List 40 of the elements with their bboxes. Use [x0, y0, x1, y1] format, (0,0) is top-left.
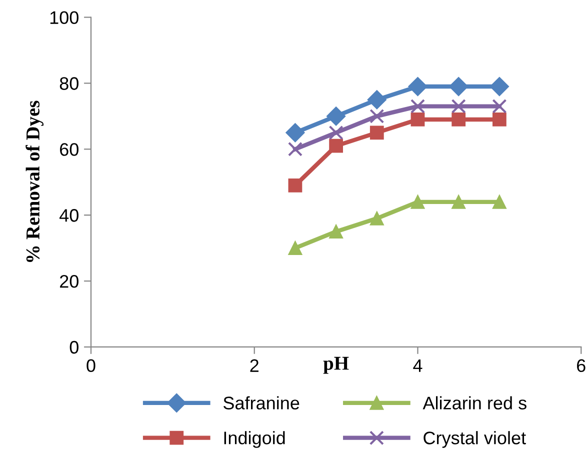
x-tick-label: 4 [413, 359, 422, 372]
y-tick-label: 40 [60, 209, 78, 222]
y-tick-label: 100 [50, 11, 78, 24]
y-tick-label: 60 [60, 143, 78, 156]
point [288, 142, 303, 156]
point [410, 99, 426, 114]
point [449, 76, 468, 96]
point [326, 106, 346, 126]
legend-label: Indigoid [224, 431, 285, 448]
point [370, 108, 384, 124]
legend-label: Crystal violet [424, 431, 526, 448]
y-tick-label: 0 [70, 340, 78, 354]
point [492, 99, 507, 114]
x-tick-label: 0 [86, 359, 96, 372]
point [452, 194, 466, 209]
x-axis-title: pH [323, 356, 349, 374]
point [452, 112, 466, 126]
point [288, 178, 302, 192]
point [410, 112, 425, 126]
point [451, 99, 466, 114]
point [370, 211, 384, 226]
legend-label: Safranine [223, 396, 300, 410]
point [328, 125, 344, 140]
point [329, 224, 343, 239]
legend-label: Alizarin red s [422, 396, 526, 410]
point [410, 194, 425, 209]
y-tick-label: 80 [60, 77, 78, 90]
point [288, 241, 302, 256]
x-tick-label: 6 [577, 359, 586, 372]
point [492, 194, 506, 209]
point [367, 90, 386, 110]
point [490, 76, 509, 96]
x-tick-label: 2 [250, 359, 258, 372]
point [329, 138, 343, 153]
point [492, 112, 506, 126]
y-tick-label: 20 [60, 274, 78, 288]
point [370, 126, 384, 140]
point [408, 76, 428, 96]
y-axis-title: % Removal of Dyes [26, 100, 44, 262]
point [286, 123, 305, 142]
